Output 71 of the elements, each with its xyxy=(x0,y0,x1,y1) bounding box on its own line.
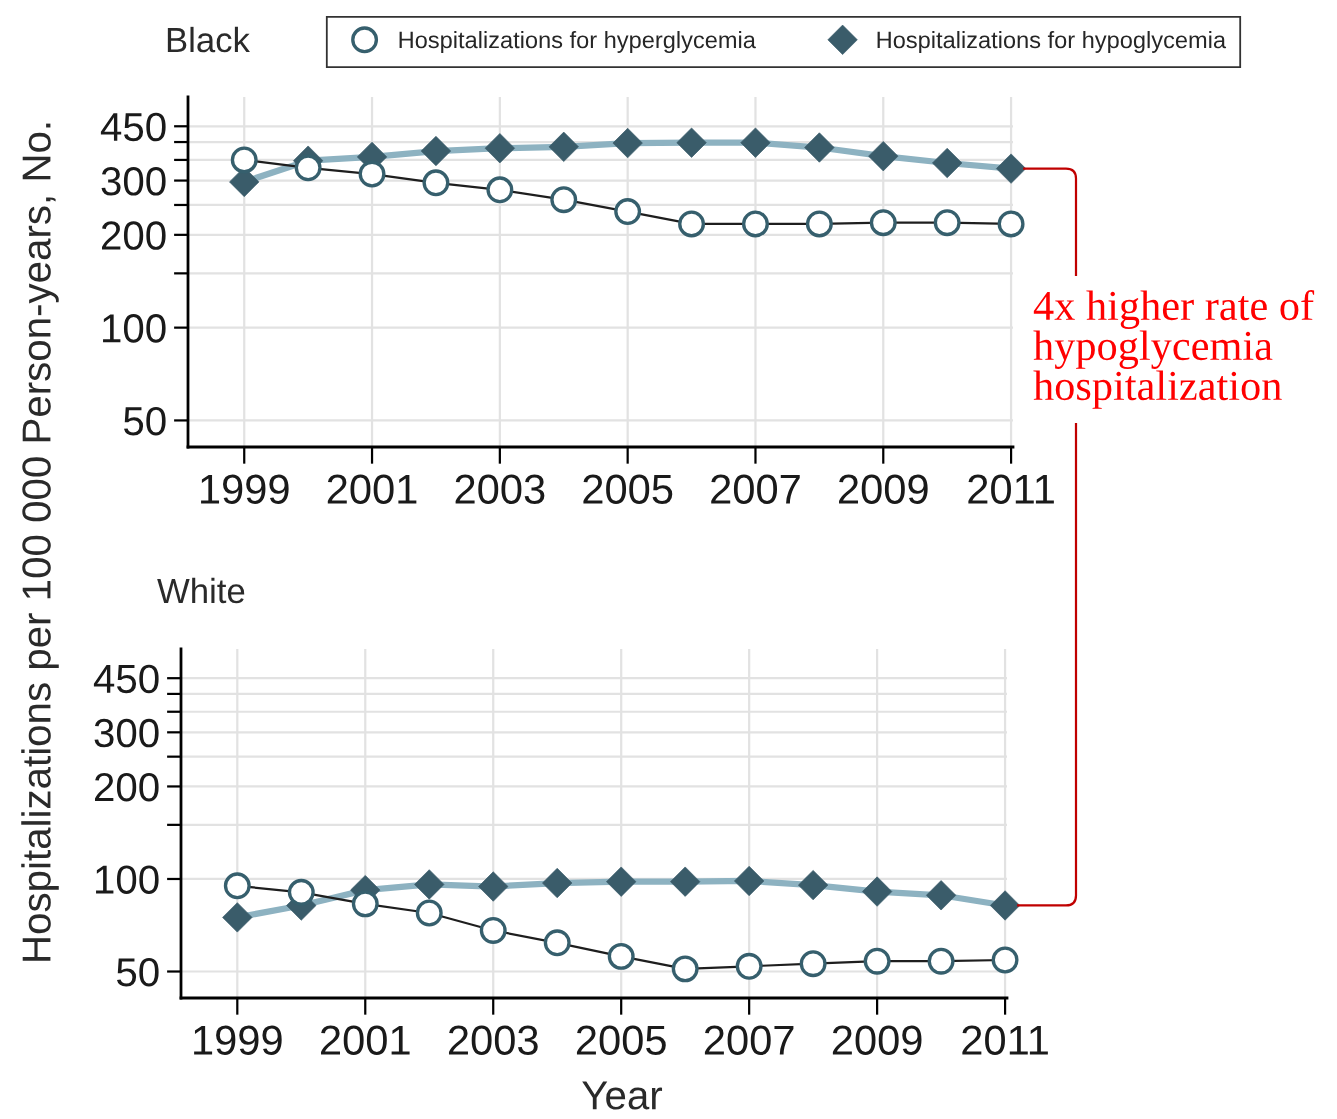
point xyxy=(676,127,707,158)
y-tick-label: 200 xyxy=(95,772,159,802)
x-tick-label: 2005 xyxy=(583,474,673,504)
point xyxy=(991,946,1019,974)
x-tick-label: 2007 xyxy=(711,474,800,504)
point xyxy=(614,198,642,226)
chart-title: White xyxy=(157,577,245,604)
point xyxy=(287,878,315,906)
point xyxy=(997,210,1025,238)
point xyxy=(478,871,509,902)
point xyxy=(671,955,699,983)
point xyxy=(542,867,573,899)
point xyxy=(740,127,771,158)
point xyxy=(868,141,899,172)
point xyxy=(798,870,829,901)
point xyxy=(678,210,706,238)
x-axis-title: Year xyxy=(582,1081,663,1110)
legend-label: Hospitalizations for hyperglycemia xyxy=(399,30,756,53)
point xyxy=(927,947,955,975)
y-tick-label: 200 xyxy=(102,221,166,250)
y-tick-label: 100 xyxy=(103,314,166,343)
y-tick-label: 100 xyxy=(96,865,159,894)
x-tick-label: 1999 xyxy=(194,1025,282,1055)
x-tick-label: 2011 xyxy=(962,1025,1048,1055)
point xyxy=(862,876,893,907)
y-tick-label: 50 xyxy=(116,957,159,987)
x-tick-label: 2003 xyxy=(455,474,545,504)
y-tick-label: 300 xyxy=(94,718,159,748)
point xyxy=(415,899,443,927)
point xyxy=(606,866,637,897)
y-tick-label: 450 xyxy=(100,112,166,142)
point xyxy=(734,865,765,897)
point xyxy=(414,869,445,900)
point xyxy=(933,209,961,237)
point xyxy=(863,947,891,975)
point xyxy=(543,929,571,957)
point xyxy=(294,154,322,182)
chart-title: Black xyxy=(167,26,250,53)
point xyxy=(222,902,253,933)
point xyxy=(607,942,635,970)
point xyxy=(358,160,386,188)
point xyxy=(741,210,769,238)
y-tick-label: 300 xyxy=(101,167,166,196)
x-tick-label: 2005 xyxy=(576,1025,666,1055)
x-tick-label: 2009 xyxy=(839,474,928,504)
point xyxy=(932,147,963,179)
point xyxy=(799,950,827,978)
y-tick-label: 50 xyxy=(123,406,166,436)
x-tick-label: 2001 xyxy=(327,474,417,504)
point xyxy=(804,132,835,163)
point xyxy=(869,209,897,237)
x-tick-label: 2003 xyxy=(448,1025,538,1055)
point xyxy=(223,872,251,900)
point xyxy=(422,169,450,197)
point xyxy=(479,916,507,944)
point xyxy=(230,146,258,174)
point xyxy=(550,186,578,214)
point xyxy=(420,135,452,167)
y-axis-title: Hospitalizations per 100 000 Person-years, No. xyxy=(21,123,59,961)
text: 4x higher rate of hypoglycemia hospitalization xyxy=(1033,290,1315,409)
x-tick-label: 2001 xyxy=(321,1025,410,1055)
y-tick-label: 450 xyxy=(93,664,159,694)
point xyxy=(805,210,833,238)
point xyxy=(486,176,514,204)
x-tick-label: 2011 xyxy=(968,474,1054,504)
point xyxy=(351,890,379,918)
point xyxy=(735,952,763,980)
x-tick-label: 2007 xyxy=(704,1025,794,1055)
x-tick-label: 1999 xyxy=(201,474,289,504)
x-tick-label: 2009 xyxy=(832,1025,922,1055)
legend-label: Hospitalizations for hypoglycemia xyxy=(877,30,1227,53)
